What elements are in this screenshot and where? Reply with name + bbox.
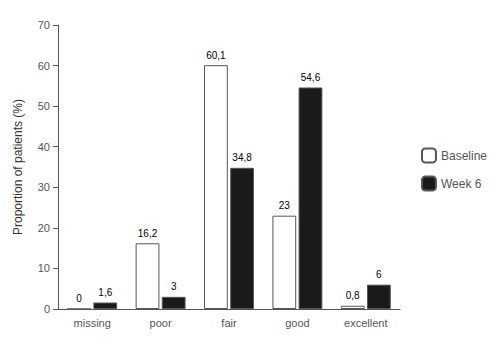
svg-text:20: 20 [38, 222, 50, 234]
svg-text:Baseline: Baseline [441, 149, 487, 163]
svg-text:0,8: 0,8 [346, 290, 360, 301]
svg-text:54,6: 54,6 [301, 72, 321, 83]
svg-text:16,2: 16,2 [138, 228, 158, 239]
svg-text:fair: fair [221, 317, 237, 329]
svg-text:Proportion of patients (%): Proportion of patients (%) [11, 99, 25, 235]
svg-text:40: 40 [38, 141, 50, 153]
svg-text:poor: poor [150, 317, 172, 329]
svg-text:60: 60 [38, 60, 50, 72]
svg-text:70: 70 [38, 19, 50, 31]
svg-text:10: 10 [38, 262, 50, 274]
svg-text:50: 50 [38, 100, 50, 112]
svg-text:60,1: 60,1 [206, 50, 226, 61]
svg-text:6: 6 [376, 269, 382, 280]
svg-text:Week 6: Week 6 [441, 177, 482, 191]
svg-text:missing: missing [74, 317, 111, 329]
svg-text:excellent: excellent [344, 317, 387, 329]
svg-text:0: 0 [44, 303, 50, 315]
svg-text:0: 0 [76, 293, 82, 304]
svg-text:34,8: 34,8 [232, 152, 252, 163]
svg-text:30: 30 [38, 181, 50, 193]
svg-text:23: 23 [279, 200, 291, 211]
svg-text:1,6: 1,6 [98, 287, 112, 298]
svg-text:good: good [285, 317, 309, 329]
svg-text:3: 3 [171, 281, 177, 292]
